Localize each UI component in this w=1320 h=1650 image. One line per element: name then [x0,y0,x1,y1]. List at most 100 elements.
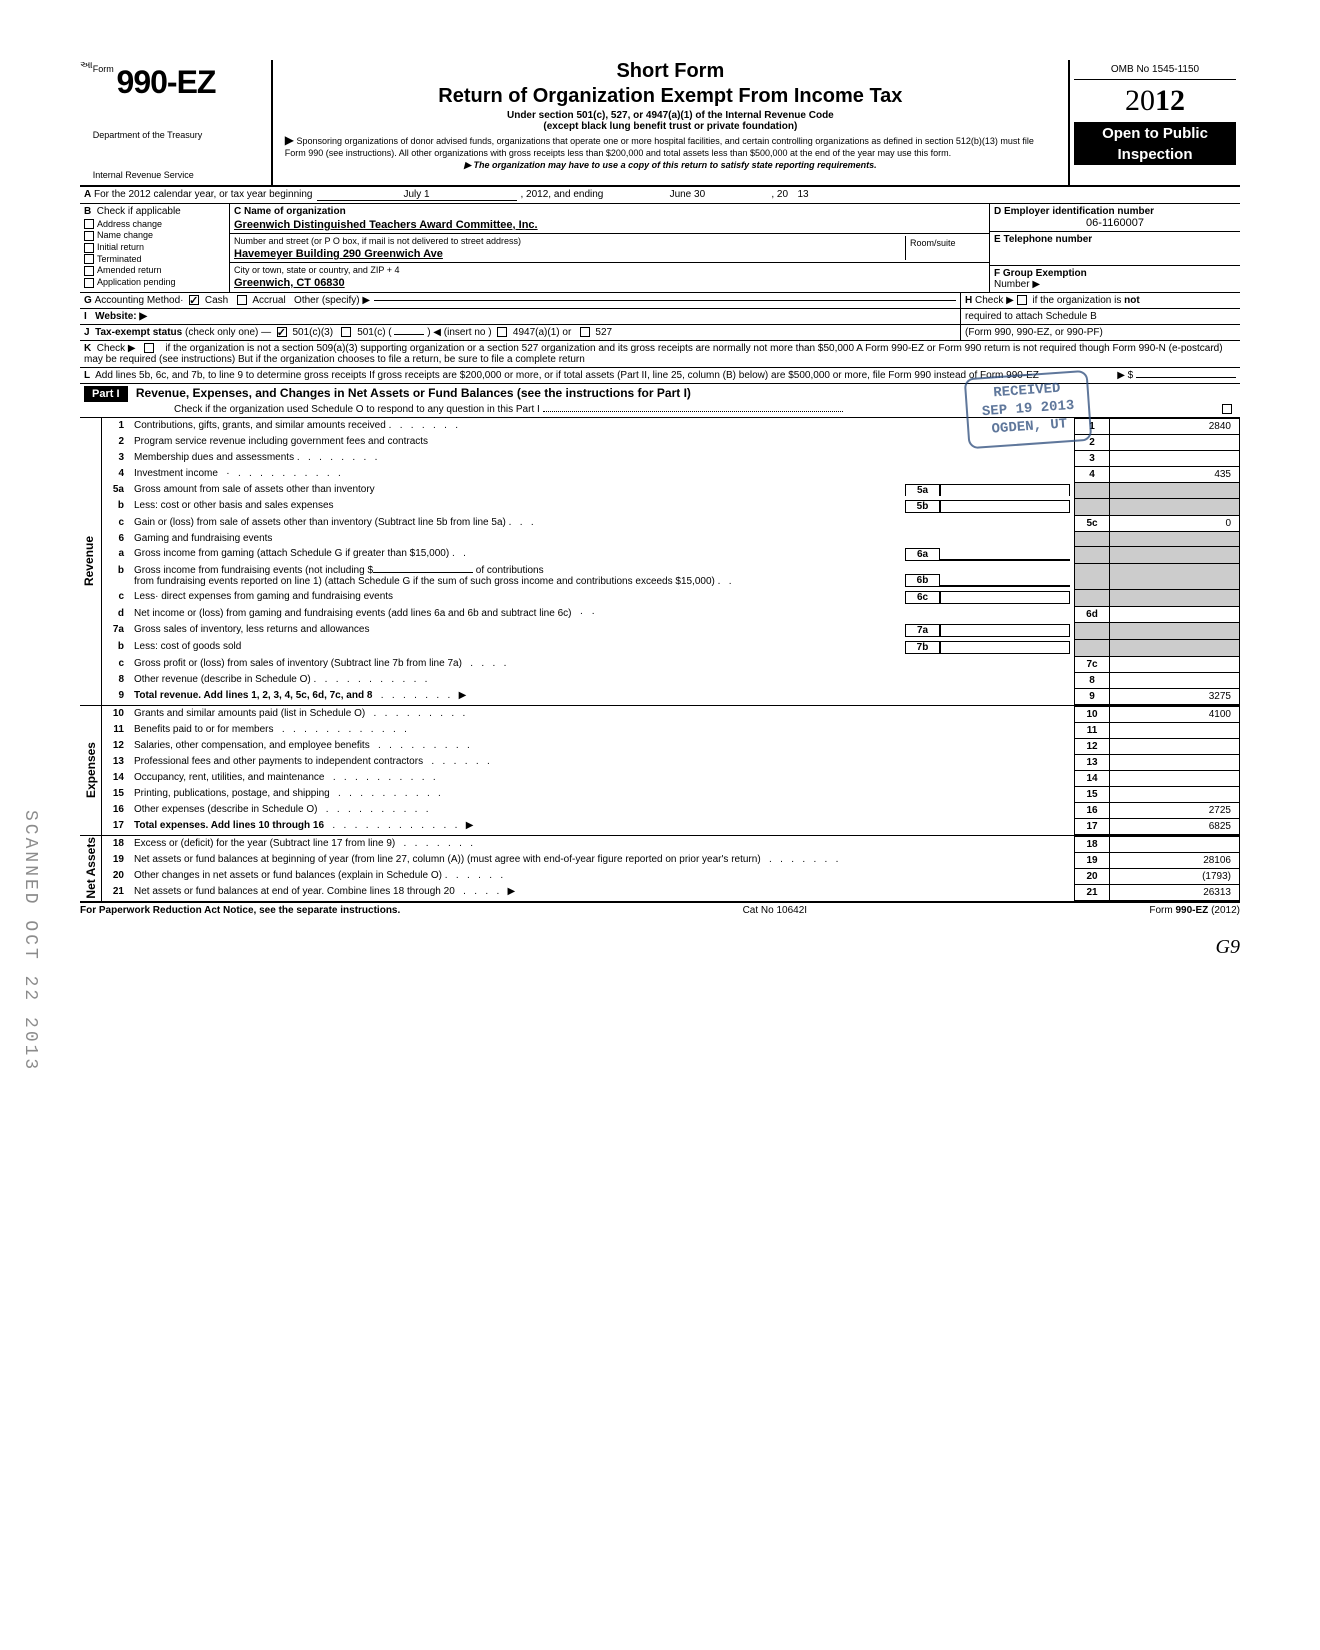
checkbox-k[interactable] [144,343,154,353]
checkbox-501c3[interactable] [277,327,287,337]
row-a-text3: , 20 [771,189,788,201]
tax-year-end-yr[interactable]: 13 [788,189,818,201]
checkbox-4947[interactable] [497,327,507,337]
dept-irs: Internal Revenue Service [93,171,263,181]
line-6a-value[interactable] [940,559,1070,561]
row-k: K Check ▶ if the organization is not a s… [80,341,1240,368]
line-2-value[interactable] [1110,434,1240,450]
label-terminated: Terminated [97,254,142,264]
line-18-value[interactable] [1110,836,1240,852]
checkbox-501c[interactable] [341,327,351,337]
col-d-right: D Employer identification number 06-1160… [990,204,1240,292]
part-1-body: Revenue 1Contributions, gifts, grants, a… [80,417,1240,705]
instr-text-1: Sponsoring organizations of donor advise… [285,136,1034,158]
accounting-method-label: Accounting Method· [95,295,184,306]
col-b-label: B [84,206,91,217]
line-16-value[interactable]: 2725 [1110,802,1240,818]
label-other-specify: Other (specify) ▶ [294,295,370,306]
line-11-value[interactable] [1110,722,1240,738]
org-name-value[interactable]: Greenwich Distinguished Teachers Award C… [234,219,985,231]
check-if-applicable: Check if applicable [97,206,181,217]
line-14-value[interactable] [1110,770,1240,786]
line-20-value[interactable]: (1793) [1110,868,1240,884]
line-6b-value[interactable] [940,585,1070,587]
group-exemption-label: F Group Exemption [994,268,1236,279]
tax-year-end[interactable]: June 30 [607,189,767,201]
scanned-stamp: SCANNED OCT 22 2013 [20,810,40,1072]
form-number: 990-EZ [117,64,216,100]
checkbox-name-change[interactable] [84,231,94,241]
group-exemption-number: Number ▶ [994,279,1236,290]
line-6d-value[interactable] [1110,606,1240,622]
checkbox-application-pending[interactable] [84,278,94,288]
website-label: Website: ▶ [95,311,147,322]
label-address-change: Address change [97,219,162,229]
expenses-section: Expenses 10Grants and similar amounts pa… [80,705,1240,835]
label-initial-return: Initial return [97,242,144,252]
line-12-value[interactable] [1110,738,1240,754]
line-1-value[interactable]: 2840 [1110,418,1240,434]
ein-value[interactable]: 06-1160007 [994,217,1236,229]
line-21-value[interactable]: 26313 [1110,884,1240,900]
row-h-text3: required to attach Schedule B [965,311,1097,322]
row-l-label: L [84,370,90,381]
line-8-value[interactable] [1110,672,1240,688]
street-value[interactable]: Havemeyer Building 290 Greenwich Ave [234,248,905,260]
line-7b-value[interactable] [940,641,1070,654]
tax-year-begin[interactable]: July 1 [317,189,517,201]
line-5a-desc: Gross amount from sale of assets other t… [134,484,905,496]
line-14-desc: Occupancy, rent, utilities, and maintena… [134,772,324,783]
line-13-value[interactable] [1110,754,1240,770]
checkbox-address-change[interactable] [84,219,94,229]
line-3-value[interactable] [1110,450,1240,466]
checkbox-initial-return[interactable] [84,243,94,253]
room-suite-label: Room/suite [905,236,985,260]
line-7c-value[interactable] [1110,656,1240,672]
label-501c3: 501(c)(3) [292,327,333,338]
line-10-value[interactable]: 4100 [1110,706,1240,722]
checkbox-schedule-b[interactable] [1017,295,1027,305]
line-6a-desc: Gross income from gaming (attach Schedul… [134,548,449,559]
line-4-value[interactable]: 435 [1110,466,1240,482]
col-b-checkboxes: B Check if applicable Address change Nam… [80,204,230,292]
line-5a-value[interactable] [940,484,1070,496]
row-i-website: I Website: ▶ [80,309,960,324]
line-17-desc: Total expenses. Add lines 10 through 16 [134,820,324,831]
checkbox-terminated[interactable] [84,254,94,264]
line-5b-value[interactable] [940,500,1070,513]
checkbox-schedule-o[interactable] [1222,404,1232,414]
checkbox-accrual[interactable] [237,295,247,305]
label-name-change: Name change [97,230,153,240]
line-6d-desc: Net income or (loss) from gaming and fun… [134,608,571,619]
line-17-value[interactable]: 6825 [1110,818,1240,834]
line-13-desc: Professional fees and other payments to … [134,756,423,767]
row-k-body: if the organization is not a section 509… [84,343,1223,365]
year-box: OMB No 1545-1150 2012 Open to Public Ins… [1070,60,1240,185]
city-value[interactable]: Greenwich, CT 06830 [234,277,985,289]
501c-insert-input[interactable] [394,334,424,335]
row-l-input[interactable] [1136,377,1236,378]
checkbox-cash[interactable] [189,295,199,305]
line-19-value[interactable]: 28106 [1110,852,1240,868]
label-cash: Cash [205,295,228,306]
year-prefix: 20 [1125,84,1155,117]
expenses-side-label: Expenses [82,742,100,798]
short-form-label: Short Form [281,60,1060,83]
line-6c-value[interactable] [940,591,1070,604]
other-specify-input[interactable] [374,300,956,301]
part-1-header-row: Part I Revenue, Expenses, and Changes in… [80,383,1240,417]
street-label: Number and street (or P O box, if mail i… [234,236,905,246]
net-assets-table: 18Excess or (deficit) for the year (Subt… [102,836,1240,901]
line-10-desc: Grants and similar amounts paid (list in… [134,708,365,719]
line-19-desc: Net assets or fund balances at beginning… [134,854,761,865]
checkbox-amended-return[interactable] [84,266,94,276]
line-5c-value[interactable]: 0 [1110,515,1240,531]
row-a-text2: , 2012, and ending [521,189,604,201]
part-1-title: Revenue, Expenses, and Changes in Net As… [136,386,691,400]
line-15-value[interactable] [1110,786,1240,802]
subtitle-1: Under section 501(c), 527, or 4947(a)(1)… [281,110,1060,121]
checkbox-527[interactable] [580,327,590,337]
line-7a-value[interactable] [940,624,1070,637]
line-9-value[interactable]: 3275 [1110,688,1240,704]
row-j-tax-status: J Tax-exempt status (check only one) — 5… [80,325,960,340]
